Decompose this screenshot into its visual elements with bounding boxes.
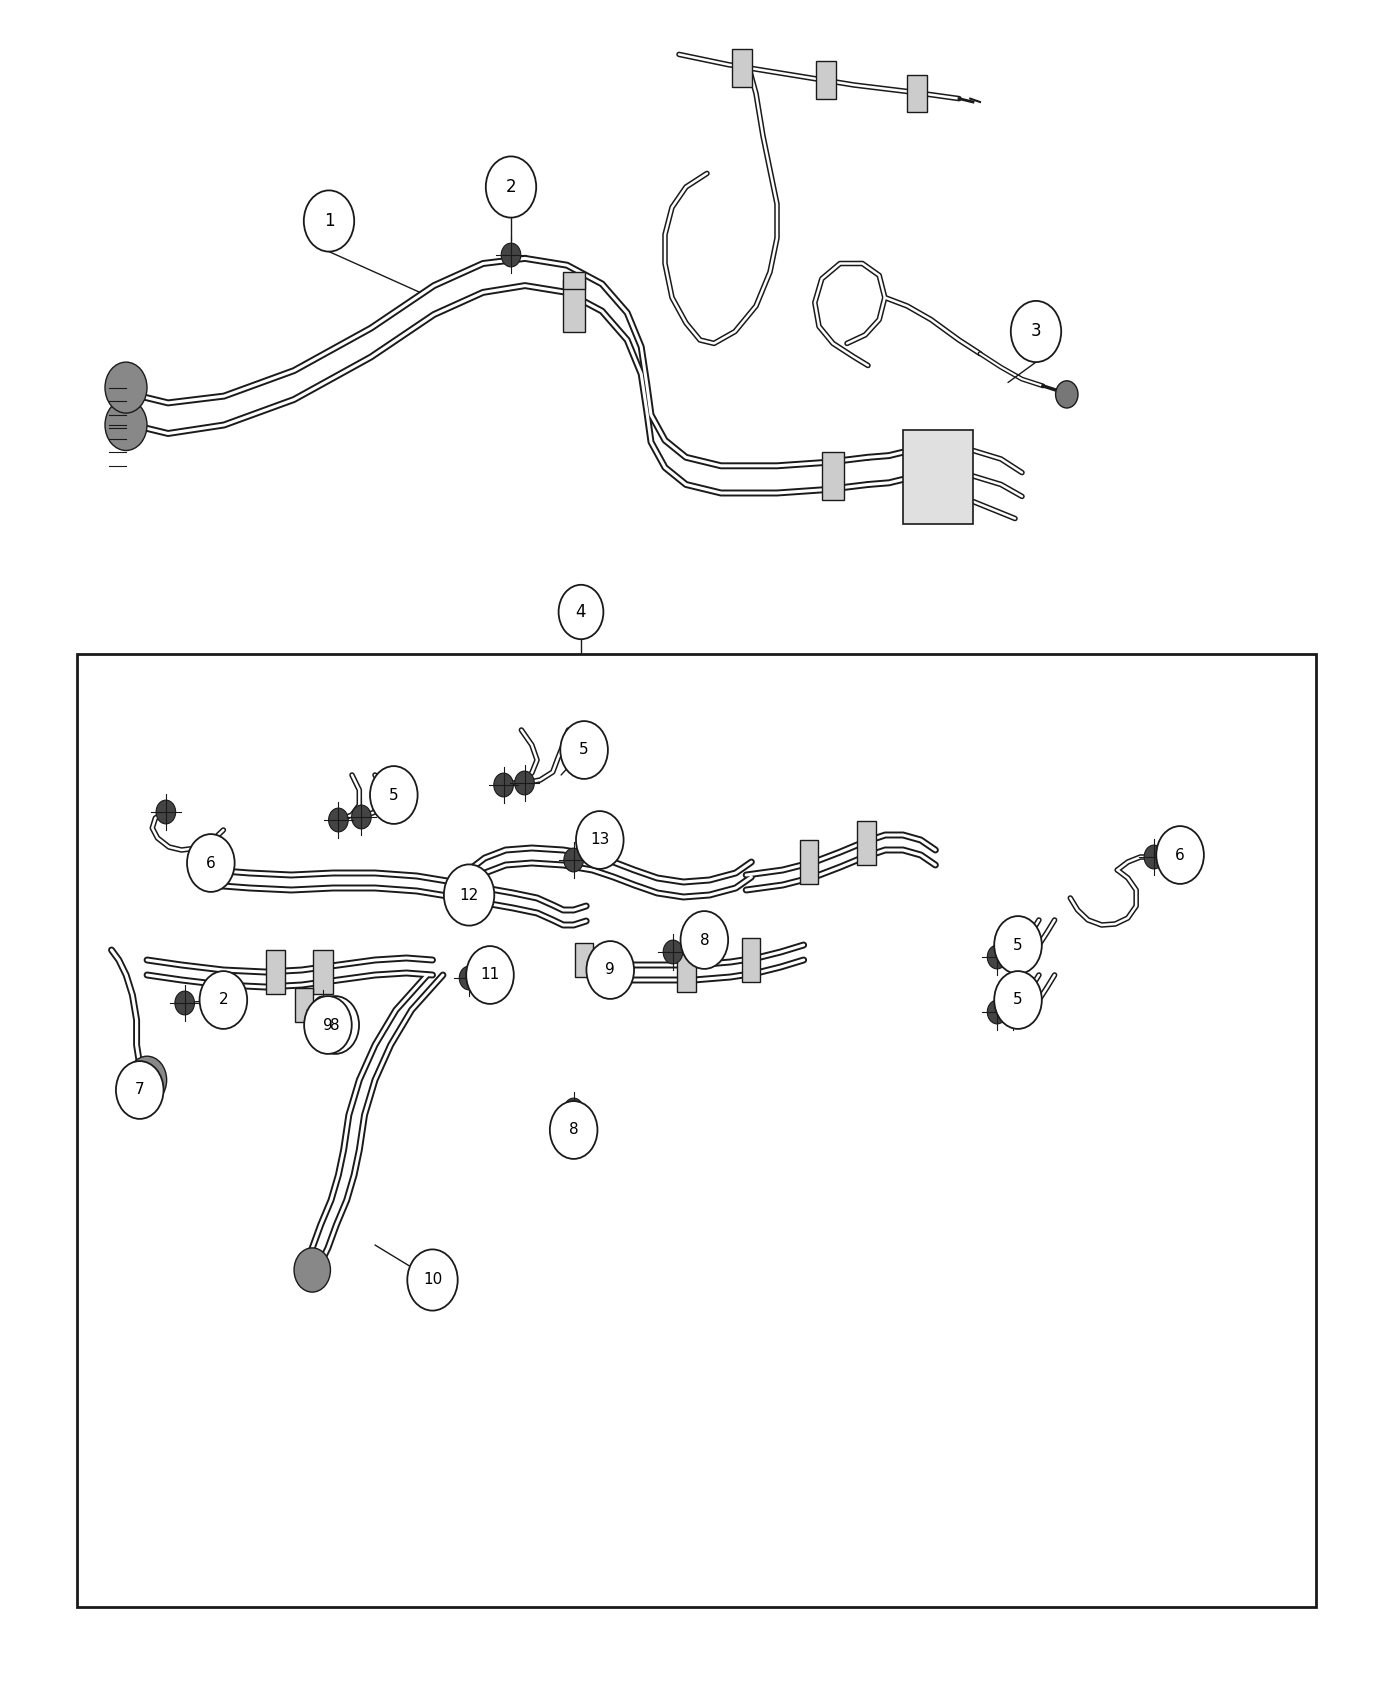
Text: 8: 8 <box>700 933 710 947</box>
Circle shape <box>407 1250 458 1311</box>
Text: 6: 6 <box>206 855 216 870</box>
Text: 5: 5 <box>389 787 399 802</box>
Circle shape <box>587 942 634 1000</box>
Circle shape <box>200 971 248 1028</box>
Bar <box>907 75 927 112</box>
Text: 8: 8 <box>568 1122 578 1137</box>
Circle shape <box>494 774 514 797</box>
Circle shape <box>515 772 535 796</box>
Text: 6: 6 <box>1175 848 1184 862</box>
Text: 12: 12 <box>459 887 479 903</box>
Bar <box>678 949 696 993</box>
Circle shape <box>105 362 147 413</box>
Circle shape <box>680 911 728 969</box>
Circle shape <box>466 947 514 1005</box>
Circle shape <box>351 806 371 830</box>
Bar <box>266 950 286 994</box>
Circle shape <box>1011 301 1061 362</box>
Circle shape <box>1002 1000 1022 1023</box>
Circle shape <box>564 1098 584 1122</box>
Circle shape <box>116 1061 164 1119</box>
Text: 9: 9 <box>323 1018 333 1032</box>
Circle shape <box>304 190 354 252</box>
Circle shape <box>550 1102 598 1159</box>
Circle shape <box>994 916 1042 974</box>
Text: 3: 3 <box>1030 323 1042 340</box>
Circle shape <box>1056 381 1078 408</box>
Text: 4: 4 <box>575 604 587 620</box>
Circle shape <box>1144 845 1163 869</box>
Circle shape <box>1002 945 1022 969</box>
Circle shape <box>155 801 175 824</box>
Circle shape <box>486 156 536 218</box>
Circle shape <box>105 400 147 451</box>
Bar <box>295 988 314 1022</box>
Text: 8: 8 <box>330 1018 340 1032</box>
Bar <box>816 61 836 99</box>
Bar <box>563 280 585 332</box>
Circle shape <box>987 945 1007 969</box>
Circle shape <box>564 848 584 872</box>
Bar <box>742 938 760 983</box>
Text: 10: 10 <box>423 1273 442 1287</box>
Circle shape <box>994 971 1042 1028</box>
Text: 5: 5 <box>580 743 589 758</box>
Circle shape <box>664 940 683 964</box>
Circle shape <box>175 991 195 1015</box>
Text: 2: 2 <box>505 178 517 196</box>
Circle shape <box>1156 826 1204 884</box>
Text: 9: 9 <box>605 962 615 978</box>
Circle shape <box>294 1248 330 1292</box>
Text: 7: 7 <box>134 1083 144 1098</box>
Circle shape <box>459 966 479 989</box>
Bar <box>314 950 333 994</box>
Bar <box>903 430 973 524</box>
Text: 13: 13 <box>589 833 609 848</box>
Circle shape <box>127 1056 167 1103</box>
Bar <box>857 821 875 865</box>
Circle shape <box>311 996 358 1054</box>
Circle shape <box>329 808 349 831</box>
Bar <box>732 49 752 87</box>
Text: 5: 5 <box>1014 937 1023 952</box>
Bar <box>563 272 585 289</box>
Circle shape <box>188 835 235 892</box>
Circle shape <box>987 1000 1007 1023</box>
Text: 2: 2 <box>218 993 228 1008</box>
Bar <box>77 654 1316 1606</box>
Circle shape <box>444 864 494 925</box>
Circle shape <box>370 767 417 824</box>
Circle shape <box>559 585 603 639</box>
Circle shape <box>560 721 608 779</box>
Circle shape <box>575 811 623 869</box>
Circle shape <box>501 243 521 267</box>
Bar <box>575 944 594 978</box>
Bar <box>822 452 844 500</box>
Bar <box>799 840 818 884</box>
Text: 1: 1 <box>323 212 335 230</box>
Circle shape <box>304 996 351 1054</box>
Circle shape <box>314 996 333 1020</box>
Text: 11: 11 <box>480 967 500 983</box>
Text: 5: 5 <box>1014 993 1023 1008</box>
